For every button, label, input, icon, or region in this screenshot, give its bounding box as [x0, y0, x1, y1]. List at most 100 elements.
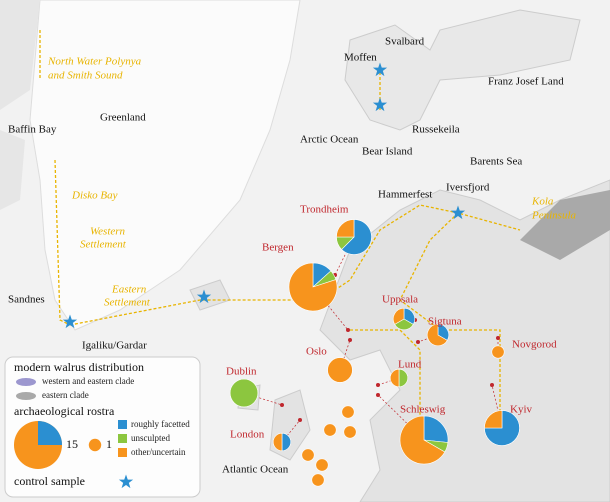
pie-slice — [427, 323, 448, 347]
legend-label: unsculpted — [131, 433, 170, 443]
legend-label: roughly facetted — [131, 419, 190, 429]
legend-label: eastern clade — [42, 390, 89, 400]
europe — [319, 179, 610, 502]
hunting-label: Western — [90, 226, 126, 238]
size-label: 1 — [106, 437, 112, 451]
pie-slice — [392, 307, 405, 325]
site-link — [243, 392, 283, 406]
route-lines — [39, 30, 521, 430]
site-dot — [416, 340, 420, 344]
legend-title: control sample — [14, 474, 85, 488]
pie-slice — [484, 410, 503, 429]
legend-swatch — [16, 392, 36, 400]
site-dot — [490, 383, 494, 387]
legend-label: western and eastern clade — [42, 376, 134, 386]
svalbard — [344, 9, 581, 131]
hunting-label: Peninsula — [531, 210, 576, 222]
pie-slice — [288, 262, 338, 312]
pie-slice — [336, 219, 355, 238]
legend-label: other/uncertain — [131, 447, 186, 457]
sea-label: Arctic Ocean — [300, 134, 359, 146]
size-example — [88, 438, 102, 452]
site-link — [377, 394, 425, 441]
control-star — [62, 314, 78, 329]
land-label: Moffen — [344, 52, 377, 64]
canada — [0, 0, 40, 210]
land-label: Svalbard — [385, 36, 425, 48]
control-star — [372, 62, 388, 77]
pie-slice — [341, 405, 355, 419]
legend-title: archaeological rostra — [14, 404, 115, 418]
hunting-label: Settlement — [80, 239, 127, 251]
site-dot — [298, 418, 302, 422]
land-label: Bear Island — [362, 146, 413, 158]
site-label: Dublin — [226, 366, 257, 378]
site-dot — [346, 328, 350, 332]
site-label: Uppsala — [382, 294, 418, 306]
sea-label: Baffin Bay — [8, 124, 57, 136]
control-star — [450, 205, 466, 220]
pie-slice — [399, 415, 446, 465]
site-label: Bergen — [262, 242, 294, 254]
pie-slice — [491, 345, 505, 359]
site-label: Novgorod — [512, 339, 557, 351]
greenland — [29, 0, 301, 331]
legend-star — [118, 474, 134, 489]
site-dot — [280, 403, 284, 407]
site-label: Oslo — [306, 346, 327, 358]
site-link — [491, 384, 503, 429]
pie-slice — [389, 368, 400, 388]
land-label: Franz Josef Land — [488, 76, 564, 88]
size-example-slice — [38, 420, 63, 445]
pie-slice — [229, 378, 259, 408]
pie-slice — [394, 318, 414, 330]
pie-slice — [343, 425, 357, 439]
land-label: Igaliku/Gardar — [82, 340, 147, 352]
land-label: Russekeila — [412, 124, 460, 136]
site-label: Sigtuna — [428, 316, 462, 328]
hunting-label: Settlement — [104, 297, 151, 309]
site-label: Lund — [398, 359, 422, 371]
legend-swatch — [16, 378, 36, 386]
pie-slice — [398, 368, 409, 388]
pie-slice — [341, 219, 372, 255]
pie-slice — [281, 432, 292, 452]
pie-slice — [423, 415, 449, 443]
site-dot — [348, 338, 352, 342]
pie-slice — [311, 473, 325, 487]
hunting-label: Eastern — [111, 284, 147, 296]
pie-slice — [272, 432, 283, 452]
control-star — [196, 289, 212, 304]
sea-label: Atlantic Ocean — [222, 464, 289, 476]
sea-label: Barents Sea — [470, 156, 522, 168]
hunting-label: Disko Bay — [71, 190, 118, 202]
site-dot — [376, 383, 380, 387]
land-label: Sandnes — [8, 294, 45, 306]
pie-slice — [301, 448, 315, 462]
land-label: Greenland — [100, 112, 146, 124]
size-label: 15 — [66, 437, 78, 451]
site-label: Schleswig — [400, 404, 446, 416]
site-label: London — [230, 429, 265, 441]
land-label: Iversfjord — [446, 182, 490, 194]
site-label: Kyiv — [510, 404, 533, 416]
land-label: Hammerfest — [378, 189, 432, 201]
pie-slice — [315, 458, 329, 472]
hunting-label: Kola — [531, 196, 554, 208]
site-link — [334, 236, 355, 276]
site-dot — [496, 336, 500, 340]
control-star — [372, 97, 388, 112]
legend-swatch — [118, 448, 127, 457]
eastern-clade-area — [520, 190, 610, 260]
site-link — [417, 334, 439, 343]
site-label: Trondheim — [300, 204, 349, 216]
pie-slice — [327, 357, 353, 383]
legend-swatch — [118, 434, 127, 443]
pie-slice — [323, 423, 337, 437]
hunting-label: and Smith Sound — [48, 70, 123, 82]
legend-title: modern walrus distribution — [14, 360, 144, 374]
legend-swatch — [118, 420, 127, 429]
hunting-label: North Water Polynya — [47, 56, 142, 68]
site-dot — [376, 393, 380, 397]
